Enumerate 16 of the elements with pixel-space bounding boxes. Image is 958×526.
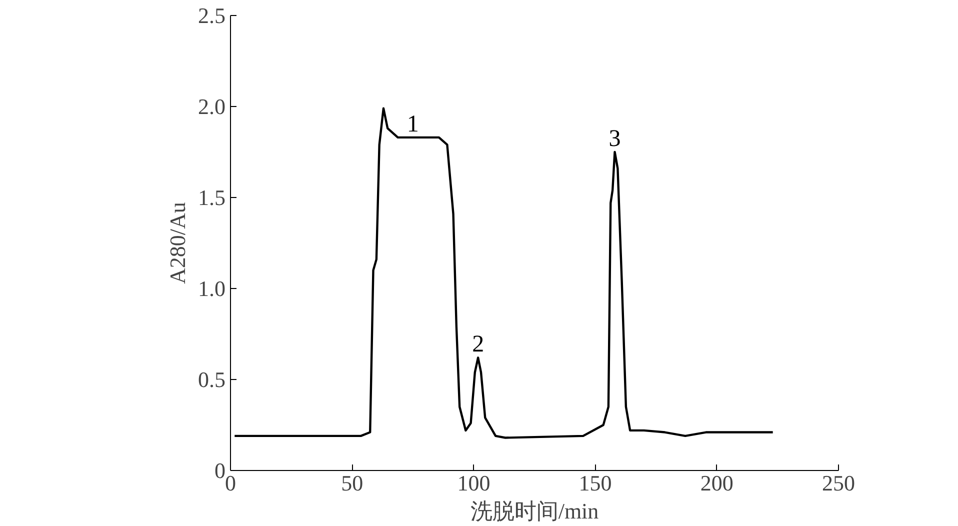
y-tick-label: 0.5 (198, 367, 226, 392)
x-axis-title: 洗脱时间/min (470, 498, 599, 524)
x-tick-label: 150 (578, 470, 612, 496)
annotation: 2 (472, 332, 484, 358)
y-tick-label: 2.0 (198, 94, 226, 119)
x-tick-label: 250 (822, 470, 855, 496)
y-tick-label: 2.5 (198, 3, 226, 28)
y-axis-title: A280/Au (165, 202, 190, 284)
annotation: 1 (406, 111, 419, 138)
line-series (234, 107, 774, 439)
x-tick-label: 100 (457, 470, 490, 496)
y-tick-label: 1.0 (198, 276, 226, 301)
y-tick-label: 1.5 (198, 185, 226, 210)
x-tick-label: 50 (341, 470, 364, 496)
x-tick-label: 200 (700, 470, 734, 496)
annotation: 3 (608, 126, 621, 152)
